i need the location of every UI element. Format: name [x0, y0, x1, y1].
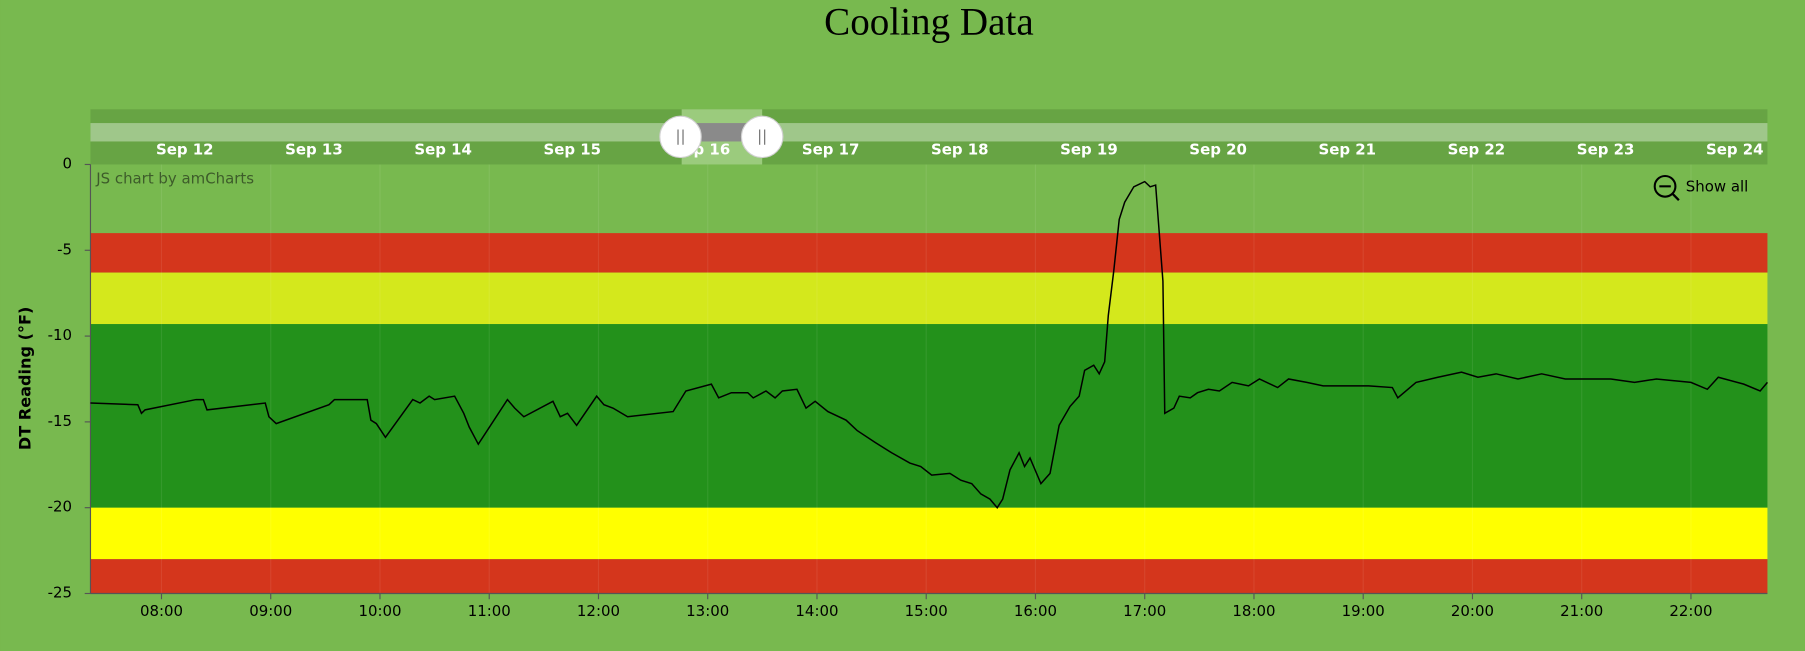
scrollbar-label: Sep 12 — [156, 141, 214, 159]
band — [90, 233, 1768, 273]
scrollbar-label: Sep 17 — [802, 141, 860, 159]
x-tick-label: 17:00 — [1123, 602, 1166, 620]
y-axis-label: DT Reading (°F) — [16, 307, 35, 450]
x-tick-label: 19:00 — [1342, 602, 1385, 620]
y-tick-label: -25 — [48, 583, 72, 601]
x-tick-label: 10:00 — [358, 602, 401, 620]
scrollbar-label: Sep 15 — [543, 141, 601, 159]
band — [90, 559, 1768, 594]
x-tick-label: 21:00 — [1560, 602, 1603, 620]
band — [90, 272, 1768, 325]
x-tick-label: 14:00 — [795, 602, 838, 620]
y-tick-label: -5 — [57, 240, 72, 258]
scrollbar-handle[interactable] — [740, 115, 784, 159]
y-tick-label: -15 — [48, 412, 72, 430]
credit: JS chart by amCharts — [95, 169, 254, 187]
x-tick-label: 16:00 — [1014, 602, 1057, 620]
chart-title: Cooling Data — [824, 0, 1034, 43]
zoom-icon-handle — [1671, 192, 1680, 201]
scrollbar-selection-preview — [690, 123, 755, 142]
y-tick-label: -20 — [48, 498, 72, 516]
scrollbar-preview — [90, 123, 1768, 142]
scrollbar-label: Sep 20 — [1189, 141, 1247, 159]
x-tick-label: 18:00 — [1232, 602, 1275, 620]
zoom-button[interactable]: Show all — [1653, 174, 1749, 201]
x-tick-label: 08:00 — [140, 602, 183, 620]
scrollbar-label: Sep 24 — [1706, 141, 1764, 159]
scrollbar-label: Sep 22 — [1448, 141, 1506, 159]
scrollbar-label: Sep 13 — [285, 141, 343, 159]
band — [90, 324, 1768, 508]
data-line — [90, 180, 1769, 509]
x-tick-label: 20:00 — [1451, 602, 1494, 620]
x-tick-label: 22:00 — [1669, 602, 1712, 620]
scrollbar-label: Sep 19 — [1060, 141, 1118, 159]
scrollbar-label: Sep 23 — [1577, 141, 1635, 159]
scrollbar-label: Sep 21 — [1318, 141, 1376, 159]
x-tick-label: 12:00 — [577, 602, 620, 620]
scrollbar-label: Sep 14 — [414, 141, 472, 159]
scrollbar-handle-label: || — [757, 127, 767, 145]
scrollbar-handle-label: || — [675, 127, 685, 145]
y-tick-label: -10 — [48, 326, 72, 344]
scrollbar[interactable]: Sep 12 Sep 13 Sep 14 Sep 15 Sep 16 Sep 17 Sep … — [90, 109, 1768, 165]
x-tick-label: 11:00 — [468, 602, 511, 620]
zoom-icon — [1653, 174, 1677, 198]
band — [90, 507, 1768, 560]
x-tick-label: 09:00 — [249, 602, 292, 620]
scrollbar-handle[interactable] — [659, 115, 702, 159]
y-tick-label: 0 — [63, 154, 73, 172]
scrollbar-label: Sep 18 — [931, 141, 989, 159]
x-tick-label: 15:00 — [905, 602, 948, 620]
x-tick-label: 13:00 — [686, 602, 729, 620]
zoom-button-label[interactable]: Show all — [1686, 177, 1749, 195]
